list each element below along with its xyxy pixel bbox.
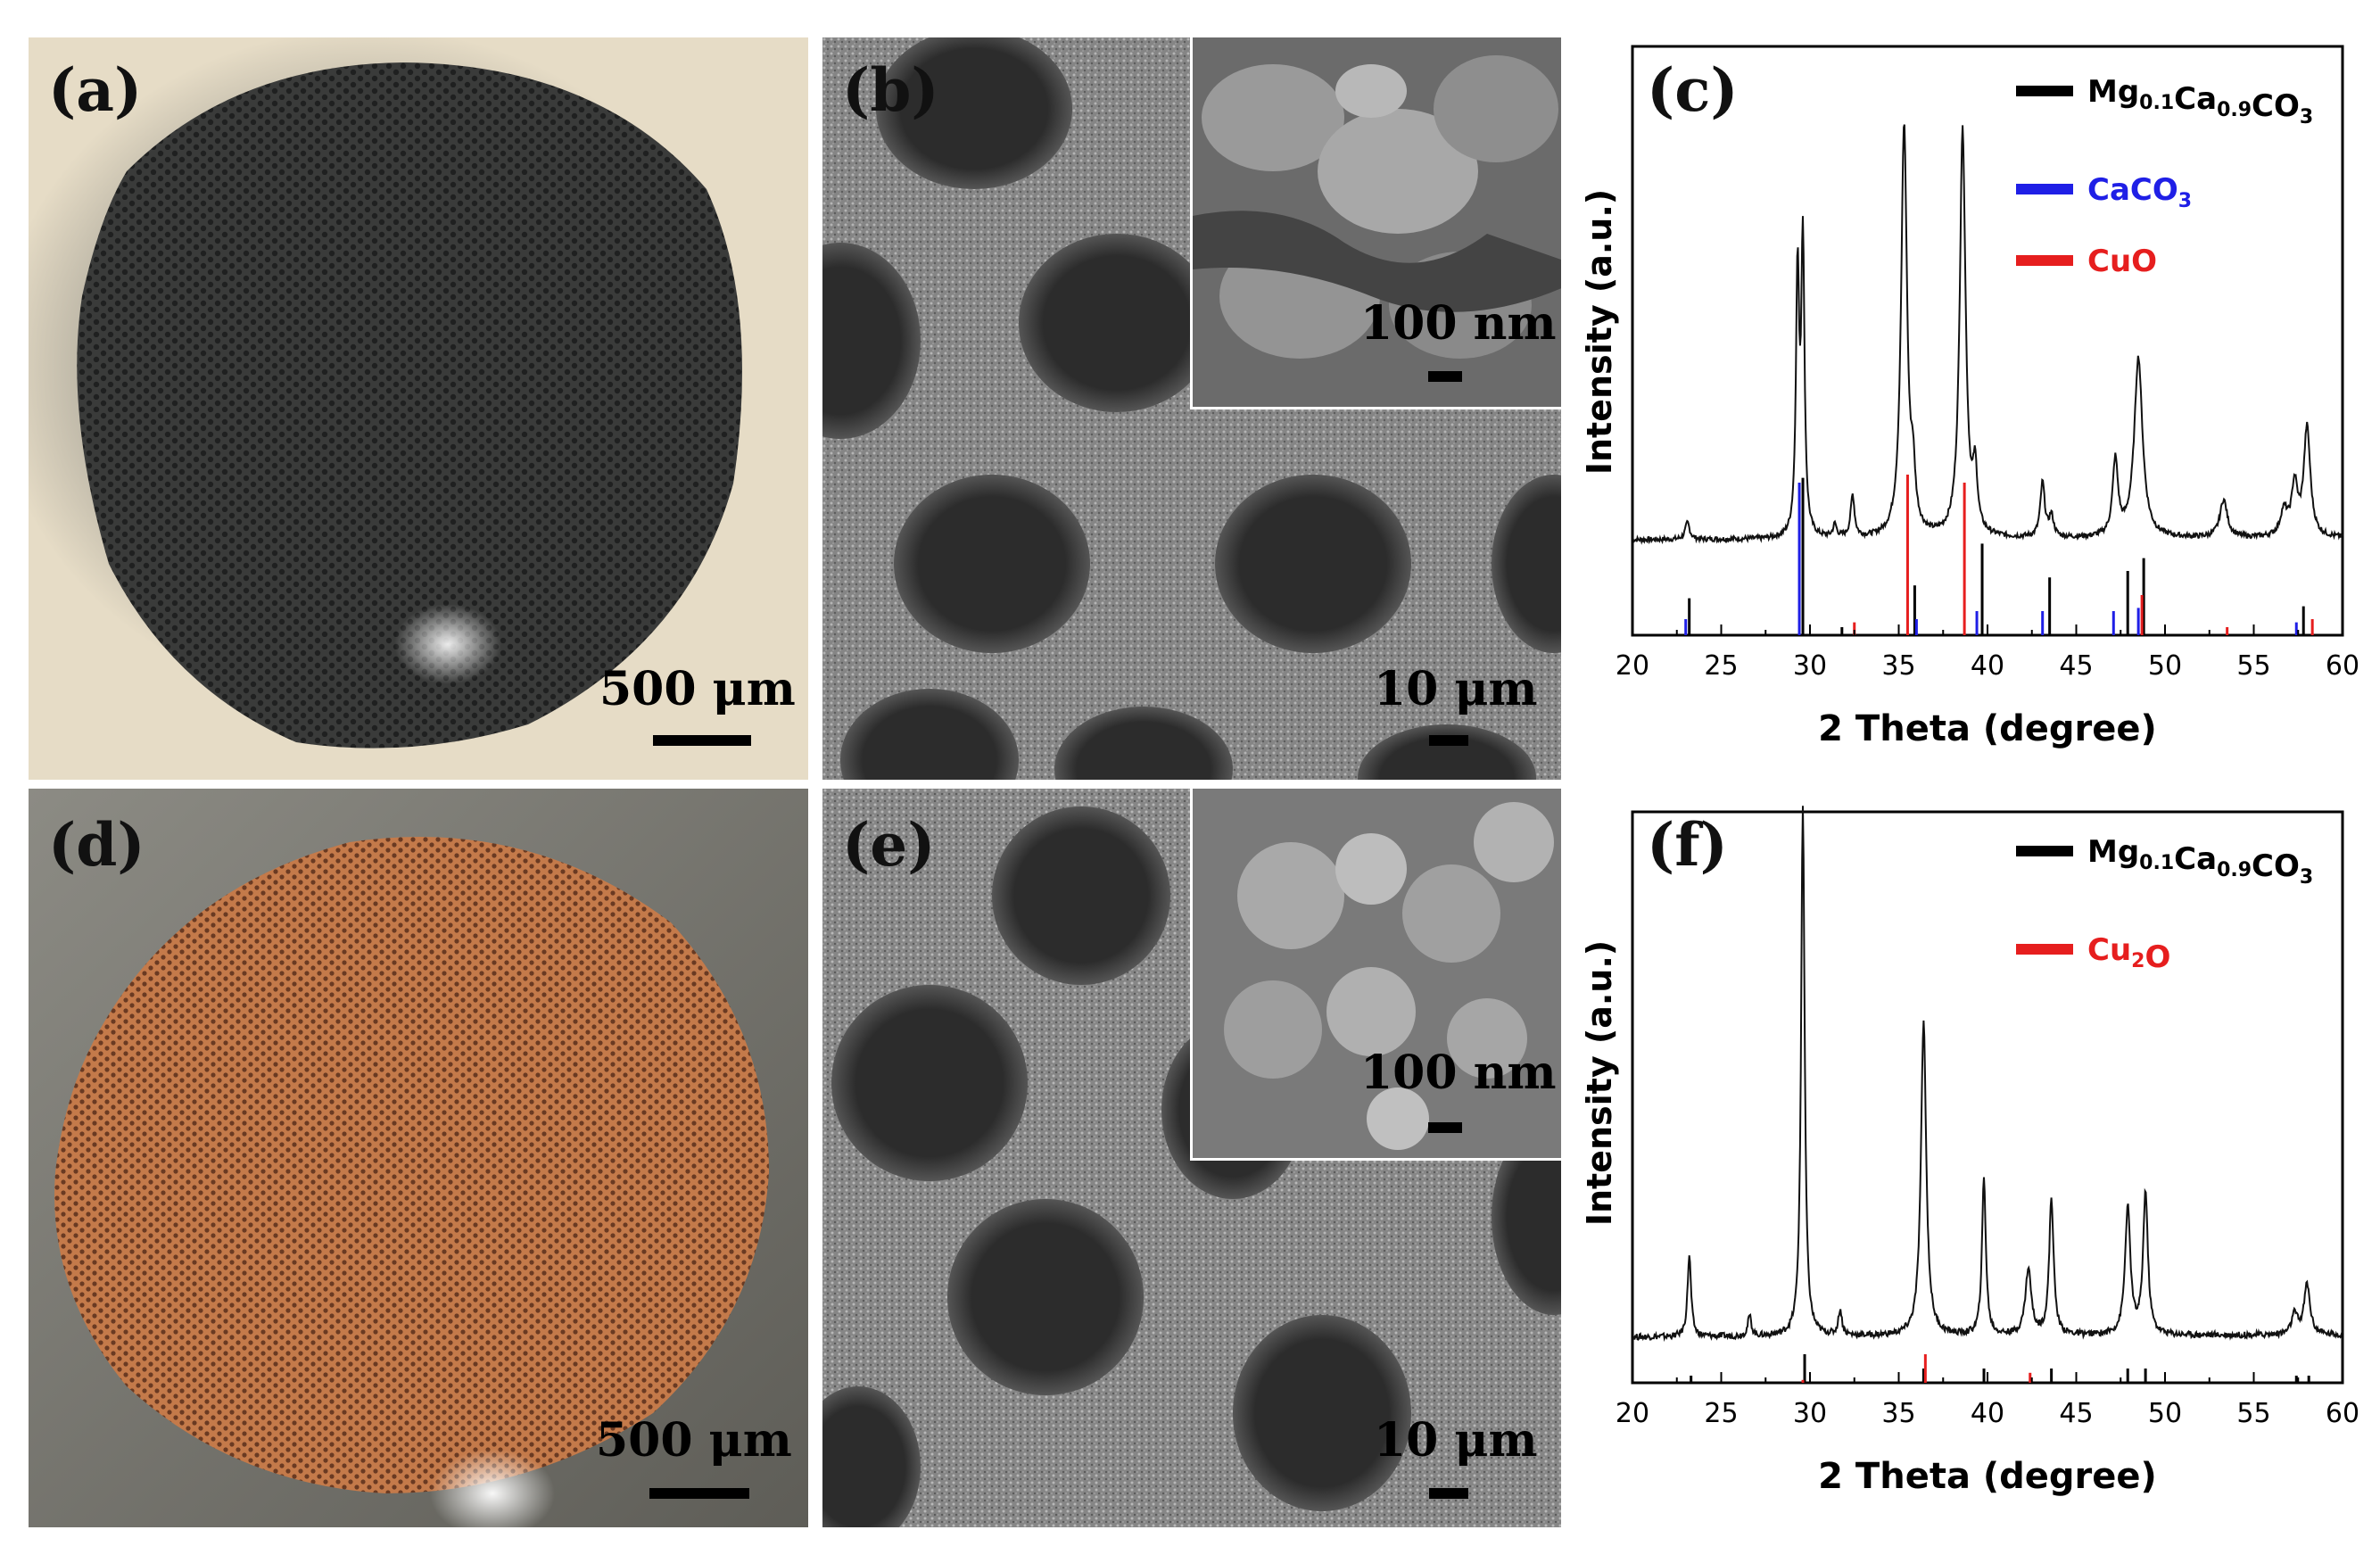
x-tick-label: 55 — [2236, 650, 2270, 682]
legend-swatch — [2016, 944, 2073, 955]
x-tick-label: 40 — [1971, 650, 2004, 682]
tick-layer: 20 25 30 35 40 45 50 55 60 — [1616, 624, 2359, 682]
xrd-chart-f: 20 25 30 35 40 45 50 55 60 Mg0.1Ca0.9CO3 Cu2O Int… — [1580, 806, 2359, 1497]
x-tick-label: 25 — [1704, 1398, 1738, 1429]
y-axis-label: Intensity (a.u.) — [1580, 940, 1619, 1226]
xrd-trace — [1632, 124, 2343, 545]
xrd-trace — [1632, 806, 2343, 1343]
scale-bar-e — [1429, 1488, 1468, 1499]
panel-label-e: (e) — [842, 810, 936, 880]
legend-label: Mg0.1Ca0.9CO3 — [2087, 834, 2313, 889]
optical-image-a — [29, 37, 743, 748]
panel-e: 100 nm (e) 10 μm — [822, 789, 1561, 1527]
inset-e: 100 nm — [1190, 789, 1561, 1161]
xrd-chart-c: 20 25 30 35 40 45 50 55 60 Mg0.1Ca0.9CO3 CaCO3 CuO… — [1580, 45, 2359, 749]
inset-sem-image-e — [1193, 789, 1561, 1158]
scale-bar-d — [649, 1488, 749, 1499]
optical-image-d — [29, 789, 808, 1527]
inset-scale-bar-e — [1428, 1122, 1462, 1133]
legend-label: CaCO3 — [2087, 172, 2192, 212]
scale-bar-label-e: 10 μm — [1374, 1413, 1538, 1468]
x-tick-label: 35 — [1881, 650, 1915, 682]
legend-swatch — [2016, 184, 2073, 194]
x-tick-label: 50 — [2148, 1398, 2182, 1429]
scale-bar-b — [1429, 735, 1468, 746]
x-axis-label: 2 Theta (degree) — [1818, 1456, 2157, 1497]
x-tick-label: 20 — [1616, 1398, 1649, 1429]
x-tick-label: 30 — [1793, 650, 1827, 682]
reference-layer — [1684, 475, 2314, 635]
tick-layer: 20 25 30 35 40 45 50 55 60 — [1616, 1372, 2359, 1429]
series-layer — [1632, 124, 2343, 545]
panel-label-f: (f) — [1647, 810, 1728, 880]
panel-c: 20 25 30 35 40 45 50 55 60 Mg0.1Ca0.9CO3 CaCO3 CuO… — [1579, 37, 2380, 780]
panel-b: 100 nm (b) 10 μm — [822, 37, 1561, 780]
x-axis-label: 2 Theta (degree) — [1818, 708, 2157, 749]
legend-swatch — [2016, 86, 2073, 96]
panel-label-a: (a) — [48, 55, 143, 125]
reference-layer — [1690, 1354, 2310, 1383]
y-axis-label: Intensity (a.u.) — [1580, 189, 1619, 475]
x-tick-label: 35 — [1881, 1398, 1915, 1429]
x-tick-label: 40 — [1971, 1398, 2004, 1429]
x-tick-label: 60 — [2326, 650, 2359, 682]
panel-a: (a) 500 μm — [29, 37, 808, 780]
legend-label: Cu2O — [2087, 932, 2170, 975]
plot-frame — [1631, 45, 2344, 637]
x-tick-label: 55 — [2236, 1398, 2270, 1429]
panel-f: 20 25 30 35 40 45 50 55 60 Mg0.1Ca0.9CO3 Cu2O Int… — [1579, 789, 2380, 1527]
legend-label: CuO — [2087, 244, 2157, 279]
panel-label-b: (b) — [842, 55, 939, 125]
inset-scale-bar-label-e: 100 nm — [1360, 1046, 1557, 1100]
series-layer — [1632, 806, 2343, 1343]
scale-bar-a — [653, 735, 751, 746]
legend-swatch — [2016, 255, 2073, 266]
inset-sem-image-b — [1193, 37, 1561, 407]
inset-b: 100 nm — [1190, 37, 1561, 409]
panel-label-c: (c) — [1647, 55, 1739, 125]
inset-scale-bar-b — [1428, 371, 1462, 382]
x-tick-label: 45 — [2059, 1398, 2093, 1429]
x-tick-label: 45 — [2059, 650, 2093, 682]
panel-d: (d) 500 μm — [29, 789, 808, 1527]
x-tick-label: 30 — [1793, 1398, 1827, 1429]
inset-scale-bar-label-b: 100 nm — [1360, 296, 1557, 351]
legend: Mg0.1Ca0.9CO3 Cu2O — [2016, 834, 2313, 975]
legend: Mg0.1Ca0.9CO3 CaCO3 CuO — [2016, 74, 2313, 279]
panel-label-d: (d) — [48, 810, 145, 880]
scale-bar-label-d: 500 μm — [596, 1413, 792, 1468]
x-tick-label: 50 — [2148, 650, 2182, 682]
x-tick-label: 60 — [2326, 1398, 2359, 1429]
x-tick-label: 25 — [1704, 650, 1738, 682]
scale-bar-label-a: 500 μm — [599, 662, 796, 716]
x-tick-label: 20 — [1616, 650, 1649, 682]
legend-label: Mg0.1Ca0.9CO3 — [2087, 74, 2313, 128]
legend-swatch — [2016, 846, 2073, 856]
scale-bar-label-b: 10 μm — [1374, 662, 1538, 716]
